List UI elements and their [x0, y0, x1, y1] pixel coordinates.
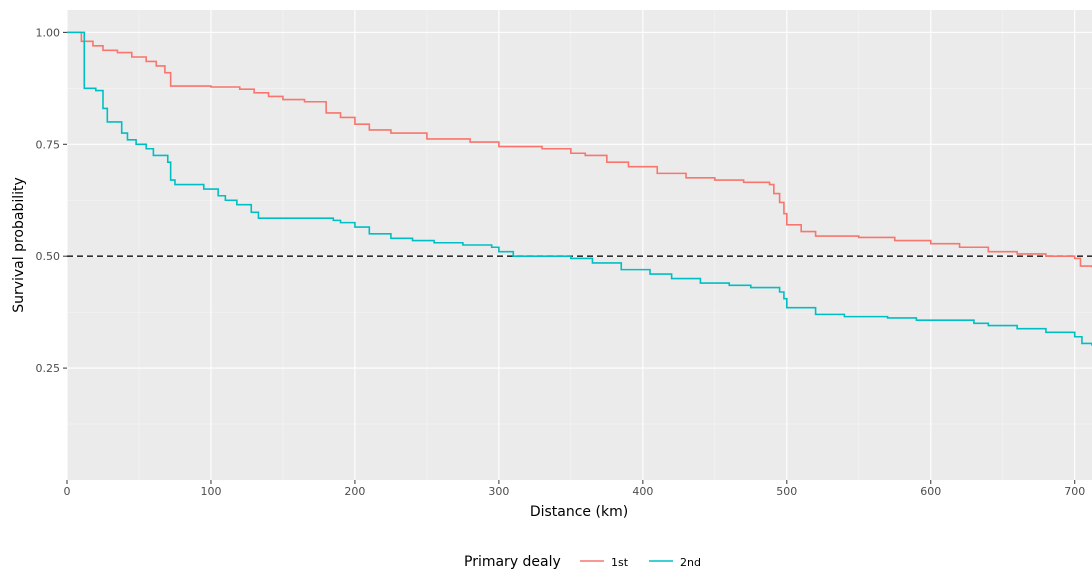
- x-tick-label-700: 700: [1064, 485, 1085, 498]
- x-tick-label-600: 600: [920, 485, 941, 498]
- legend-label-1st: 1st: [611, 556, 629, 569]
- x-tick-label-100: 100: [200, 485, 221, 498]
- series-layer: [67, 31, 1092, 346]
- x-axis-title: Distance (km): [530, 504, 628, 520]
- x-tick-label-300: 300: [488, 485, 509, 498]
- legend-label-2nd: 2nd: [680, 556, 701, 569]
- x-axis: 0 100 200 300 400 500 600 700: [64, 480, 1085, 498]
- y-axis: 0.25 0.50 0.75 1.00: [36, 26, 67, 375]
- y-tick-label-0.5: 0.50: [36, 250, 61, 263]
- minor-gridlines: [67, 10, 1092, 480]
- x-tick-label-500: 500: [776, 485, 797, 498]
- legend: Primary dealy 1st 2nd: [464, 554, 701, 570]
- x-tick-label-400: 400: [632, 485, 653, 498]
- series-line-2nd: [67, 31, 1092, 346]
- y-tick-label-0.75: 0.75: [36, 138, 61, 151]
- legend-title: Primary dealy: [464, 554, 561, 570]
- x-tick-label-0: 0: [64, 485, 71, 498]
- panel-background: [67, 10, 1092, 480]
- y-tick-label-1: 1.00: [36, 26, 61, 39]
- y-tick-label-0.25: 0.25: [36, 362, 61, 375]
- series-line-1st: [67, 31, 1092, 268]
- x-tick-label-200: 200: [344, 485, 365, 498]
- y-axis-title: Survival probability: [11, 177, 27, 313]
